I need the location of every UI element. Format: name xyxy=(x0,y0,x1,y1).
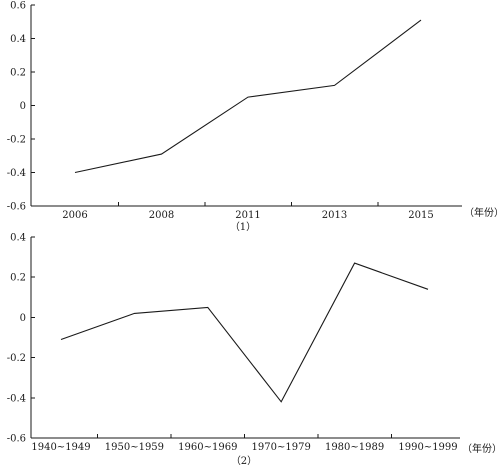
x-tick-label: 2006 xyxy=(62,210,87,221)
x-tick-label: 2015 xyxy=(408,210,433,221)
y-tick-label: 0 xyxy=(20,313,26,324)
x-tick-label: 1990~1999 xyxy=(398,442,457,453)
y-tick-label: 0.2 xyxy=(10,68,26,79)
panel-2-x-axis-title: （年份） xyxy=(462,442,500,455)
x-tick-label: 1980~1989 xyxy=(325,442,384,453)
y-tick-label: 0.6 xyxy=(10,1,26,12)
panel-2-series-line xyxy=(60,262,429,403)
panel-2-y-axis: -0.6 -0.4 -0.2 0 0.2 0.4 xyxy=(7,233,35,445)
x-tick-label: 1970~1979 xyxy=(252,442,311,453)
panel-2-x-axis: 1940~1949 1950~1959 1960~1969 1970~1979 1980… xyxy=(31,434,458,453)
chart-panel-2: -0.6-0.4-0.200.20.4 1940~1949 1950~1959 19… xyxy=(7,233,500,468)
y-tick-label: 0 xyxy=(20,101,26,112)
y-tick-label: -0.4 xyxy=(7,393,26,404)
y-tick-label: -0.2 xyxy=(7,135,26,146)
y-tick-label: -0.6 xyxy=(7,434,26,445)
panel-1-x-axis-title: （年份） xyxy=(464,206,500,219)
x-tick-label: 1950~1959 xyxy=(105,442,164,453)
y-tick-label: 0.4 xyxy=(10,233,26,244)
y-tick-label: -0.2 xyxy=(7,353,26,364)
chart-panel-1: -0.6-0.4-0.200.20.40.6 2006 2008 2011 2013 2… xyxy=(7,1,500,234)
panel-1-series-line xyxy=(74,19,422,174)
y-tick-label: -0.4 xyxy=(7,168,26,179)
x-tick-label: 2008 xyxy=(149,210,174,221)
x-tick-label: 2013 xyxy=(322,210,347,221)
y-tick-label: 0.4 xyxy=(10,34,26,45)
panel-1-y-axis: -0.6 -0.4 -0.2 0 0.2 0.4 0.6 xyxy=(7,1,35,213)
panel-1-label: （1） xyxy=(230,221,256,233)
panel-1-x-axis: 2006 2008 2011 2013 2015 xyxy=(62,202,434,221)
y-tick-label: -0.6 xyxy=(7,202,26,213)
x-tick-label: 1940~1949 xyxy=(31,442,90,453)
panel-2-label: （2） xyxy=(231,455,257,467)
x-tick-label: 1960~1969 xyxy=(178,442,237,453)
y-tick-label: 0.2 xyxy=(10,273,26,284)
x-tick-label: 2011 xyxy=(235,210,260,221)
